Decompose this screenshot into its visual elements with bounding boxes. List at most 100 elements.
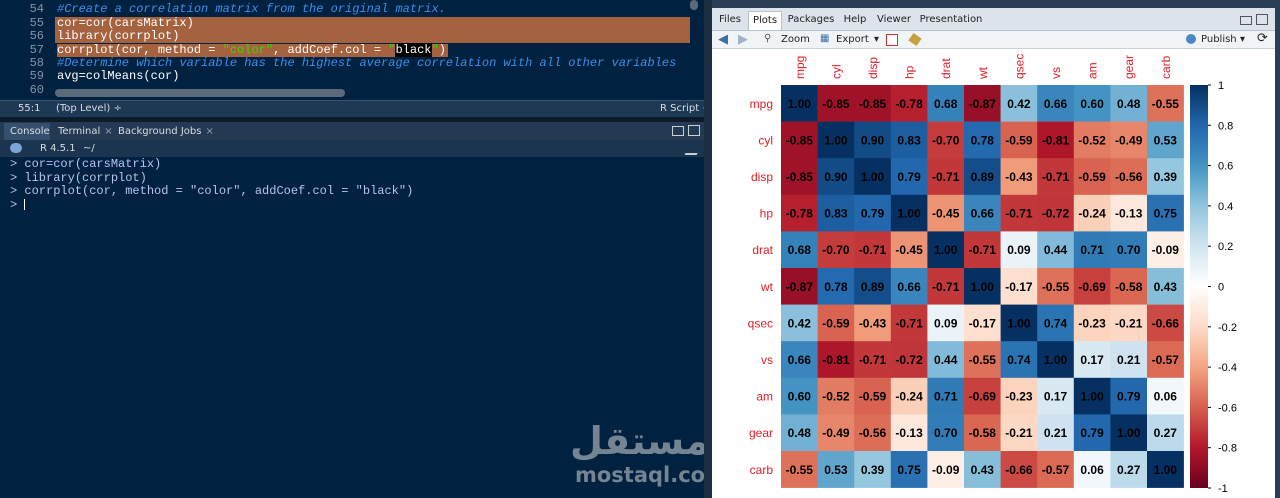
corr-cell [781, 194, 818, 232]
code-token: black [395, 42, 432, 57]
remove-plot-button[interactable] [886, 34, 898, 46]
corr-cell [964, 377, 1001, 415]
console-tab[interactable]: Background Jobs × [112, 123, 214, 140]
corr-coefficient: -0.58 [969, 426, 997, 440]
publish-dropdown[interactable]: ▾ [1240, 34, 1246, 45]
corr-coefficient: -0.45 [932, 207, 960, 221]
zoom-button[interactable]: Zoom [781, 34, 810, 45]
corr-cell [964, 414, 1001, 452]
corr-cell [781, 341, 818, 379]
publish-button[interactable]: Publish [1201, 34, 1237, 45]
plots-tab[interactable]: Plots [748, 11, 782, 30]
corr-coefficient: -0.59 [822, 316, 850, 330]
corr-cell [1110, 85, 1148, 122]
corr-coefficient: -0.85 [786, 170, 814, 184]
plots-tab[interactable]: Packages [787, 14, 835, 25]
corr-cell [854, 194, 892, 232]
corr-coefficient: 0.79 [897, 170, 921, 184]
horizontal-scrollbar[interactable] [55, 89, 345, 97]
console-output[interactable]: مستقل mostaql.com > cor=cor(carsMatrix)>… [0, 157, 704, 498]
row-label: wt [760, 280, 774, 294]
maximize-button[interactable] [688, 125, 700, 136]
export-dropdown[interactable]: ▾ [874, 34, 880, 45]
corr-coefficient: -0.55 [1042, 280, 1070, 294]
corr-coefficient: -0.81 [1042, 133, 1070, 147]
colorbar-tick-label: 0 [1218, 282, 1224, 294]
export-button[interactable]: Export [836, 34, 869, 45]
tab-close[interactable]: × [104, 126, 113, 137]
corr-cell [927, 304, 965, 342]
corr-cell [1037, 451, 1075, 488]
corr-coefficient: 0.70 [1117, 243, 1141, 257]
plots-tab[interactable]: Viewer [877, 14, 911, 25]
corr-cell [1000, 85, 1038, 122]
corr-coefficient: -0.09 [1152, 243, 1180, 257]
corr-coefficient: 0.66 [897, 280, 921, 294]
corr-cell [854, 341, 892, 379]
corr-cell [1073, 268, 1111, 305]
corr-coefficient: -0.78 [895, 97, 923, 111]
corr-cell [1110, 377, 1148, 415]
publish-icon [1186, 34, 1196, 44]
vertical-scrollbar[interactable] [690, 0, 698, 10]
watermark-latin: mostaql.com [575, 463, 704, 487]
corr-cell [1073, 85, 1111, 122]
corr-coefficient: 1.00 [897, 207, 921, 221]
scope-selector[interactable]: (Top Level) ÷ [56, 103, 122, 114]
minimize-button[interactable] [1240, 16, 1252, 25]
tab-close[interactable]: × [205, 126, 214, 137]
corr-coefficient: 0.66 [971, 207, 995, 221]
plots-tab[interactable]: Help [843, 14, 867, 25]
plots-tab[interactable]: Files [719, 14, 741, 25]
corr-cell [890, 414, 928, 452]
console-tab[interactable]: Terminal × [52, 123, 113, 140]
corr-coefficient: -0.71 [932, 170, 960, 184]
corr-coefficient: -0.52 [822, 390, 850, 404]
corr-cell [817, 194, 855, 232]
console-tab[interactable]: Console [4, 123, 50, 140]
corr-cell [1073, 158, 1111, 196]
corr-cell [1037, 341, 1075, 379]
corr-cell [890, 194, 928, 232]
column-label: cyl [829, 64, 843, 79]
minimize-button[interactable] [672, 126, 684, 136]
corr-cell [927, 451, 965, 488]
forward-button[interactable]: ▶ [738, 32, 748, 47]
corr-coefficient: -0.21 [1005, 426, 1033, 440]
clear-console-button[interactable] [684, 143, 704, 155]
code-token: cor=cor(carsMatrix) [57, 15, 194, 30]
plots-toolbar: ◀ ▶ ⚲ Zoom ▦ Export ▾ Publish ▾ ⟳ [712, 31, 1275, 49]
source-editor[interactable]: 53 carb 54 #Create a correlation matrix fro… [0, 0, 704, 100]
back-button[interactable]: ◀ [718, 32, 728, 47]
colorbar-tick-label: -0.6 [1218, 402, 1237, 414]
corr-cell [781, 85, 818, 122]
colorbar-tick-label: 0.4 [1218, 201, 1233, 213]
corr-coefficient: 0.27 [1154, 426, 1178, 440]
corr-coefficient: -0.59 [859, 390, 887, 404]
corr-coefficient: -0.57 [1152, 353, 1180, 367]
corr-coefficient: -0.71 [932, 280, 960, 294]
pane-splitter[interactable] [704, 0, 712, 498]
corr-coefficient: 0.21 [1044, 426, 1068, 440]
corr-coefficient: -0.87 [969, 97, 997, 111]
corr-coefficient: -0.56 [859, 426, 887, 440]
corr-cell [1000, 377, 1038, 415]
code-line: corrplot(cor, method = "color", addCoef.… [57, 42, 448, 57]
corr-coefficient: 0.90 [824, 170, 848, 184]
corr-cell [1147, 158, 1184, 196]
code-line: #Determine which variable has the highes… [57, 56, 676, 70]
working-directory[interactable]: ~/ [83, 143, 95, 154]
corr-coefficient: 0.09 [934, 316, 958, 330]
corr-coefficient: -0.71 [969, 243, 997, 257]
corr-coefficient: 0.06 [1154, 390, 1178, 404]
corr-cell [1037, 231, 1075, 269]
corr-coefficient: -0.71 [1005, 207, 1033, 221]
refresh-button[interactable]: ⟳ [1257, 31, 1268, 46]
plots-tab[interactable]: Presentation [919, 14, 983, 25]
maximize-button[interactable] [1256, 14, 1268, 25]
row-label: cyl [758, 133, 773, 147]
corr-cell [854, 377, 892, 415]
clear-plots-button[interactable] [908, 32, 922, 47]
corr-cell [781, 304, 818, 342]
corr-coefficient: 0.44 [1044, 243, 1068, 257]
